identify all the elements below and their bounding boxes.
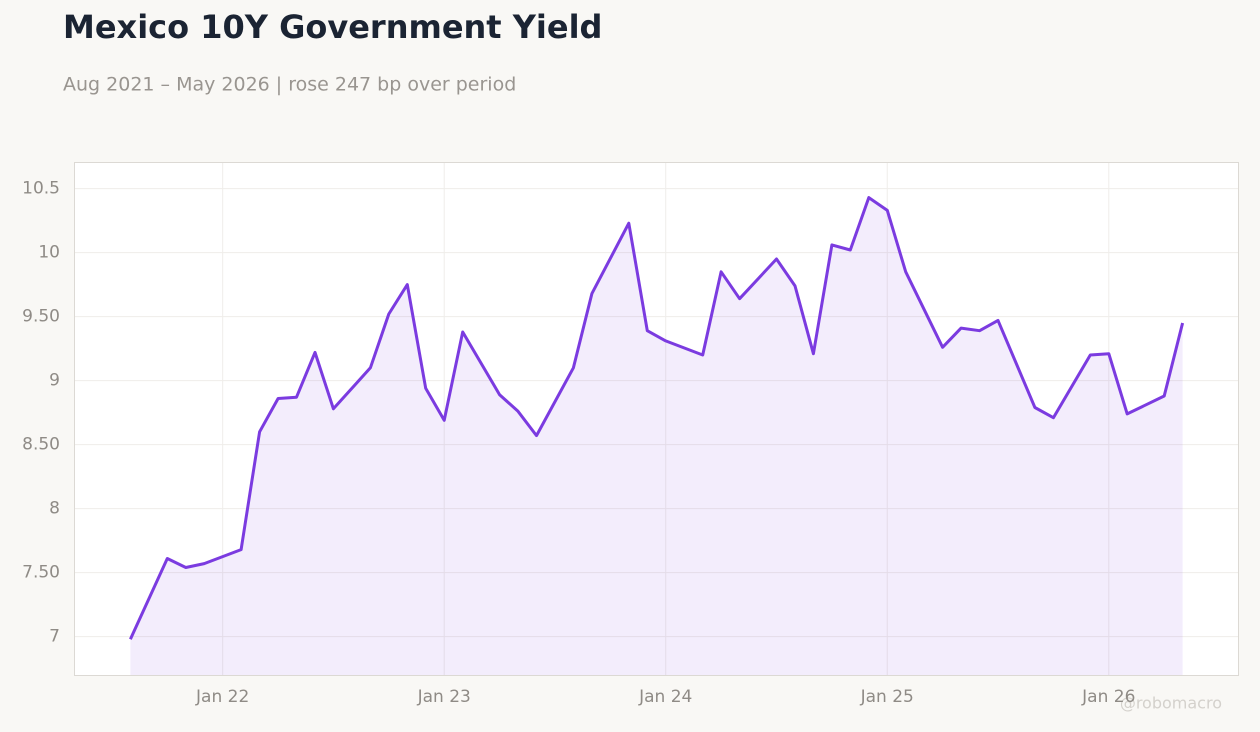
y-tick-label: 10: [38, 243, 60, 263]
y-tick-label: 10.5: [22, 179, 60, 199]
y-tick-label: 7: [49, 627, 60, 647]
area-fill: [130, 197, 1183, 675]
chart-title: Mexico 10Y Government Yield: [63, 8, 602, 46]
chart-subtitle: Aug 2021 – May 2026 | rose 247 bp over p…: [63, 74, 516, 96]
x-tick-label: Jan 25: [860, 687, 914, 707]
x-tick-label: Jan 23: [417, 687, 471, 707]
x-tick-label: Jan 24: [638, 687, 692, 707]
line-series: [129, 196, 1185, 640]
y-tick-label: 8: [49, 499, 60, 519]
watermark: @robomacro: [1120, 694, 1222, 713]
y-tick-label: 7.50: [22, 563, 60, 583]
y-tick-label: 9.50: [22, 307, 60, 327]
x-tick-label: Jan 22: [195, 687, 249, 707]
x-tick-label: Jan 26: [1081, 687, 1135, 707]
plot-area: [74, 162, 1239, 676]
y-tick-label: 9: [49, 371, 60, 391]
y-tick-label: 8.50: [22, 435, 60, 455]
